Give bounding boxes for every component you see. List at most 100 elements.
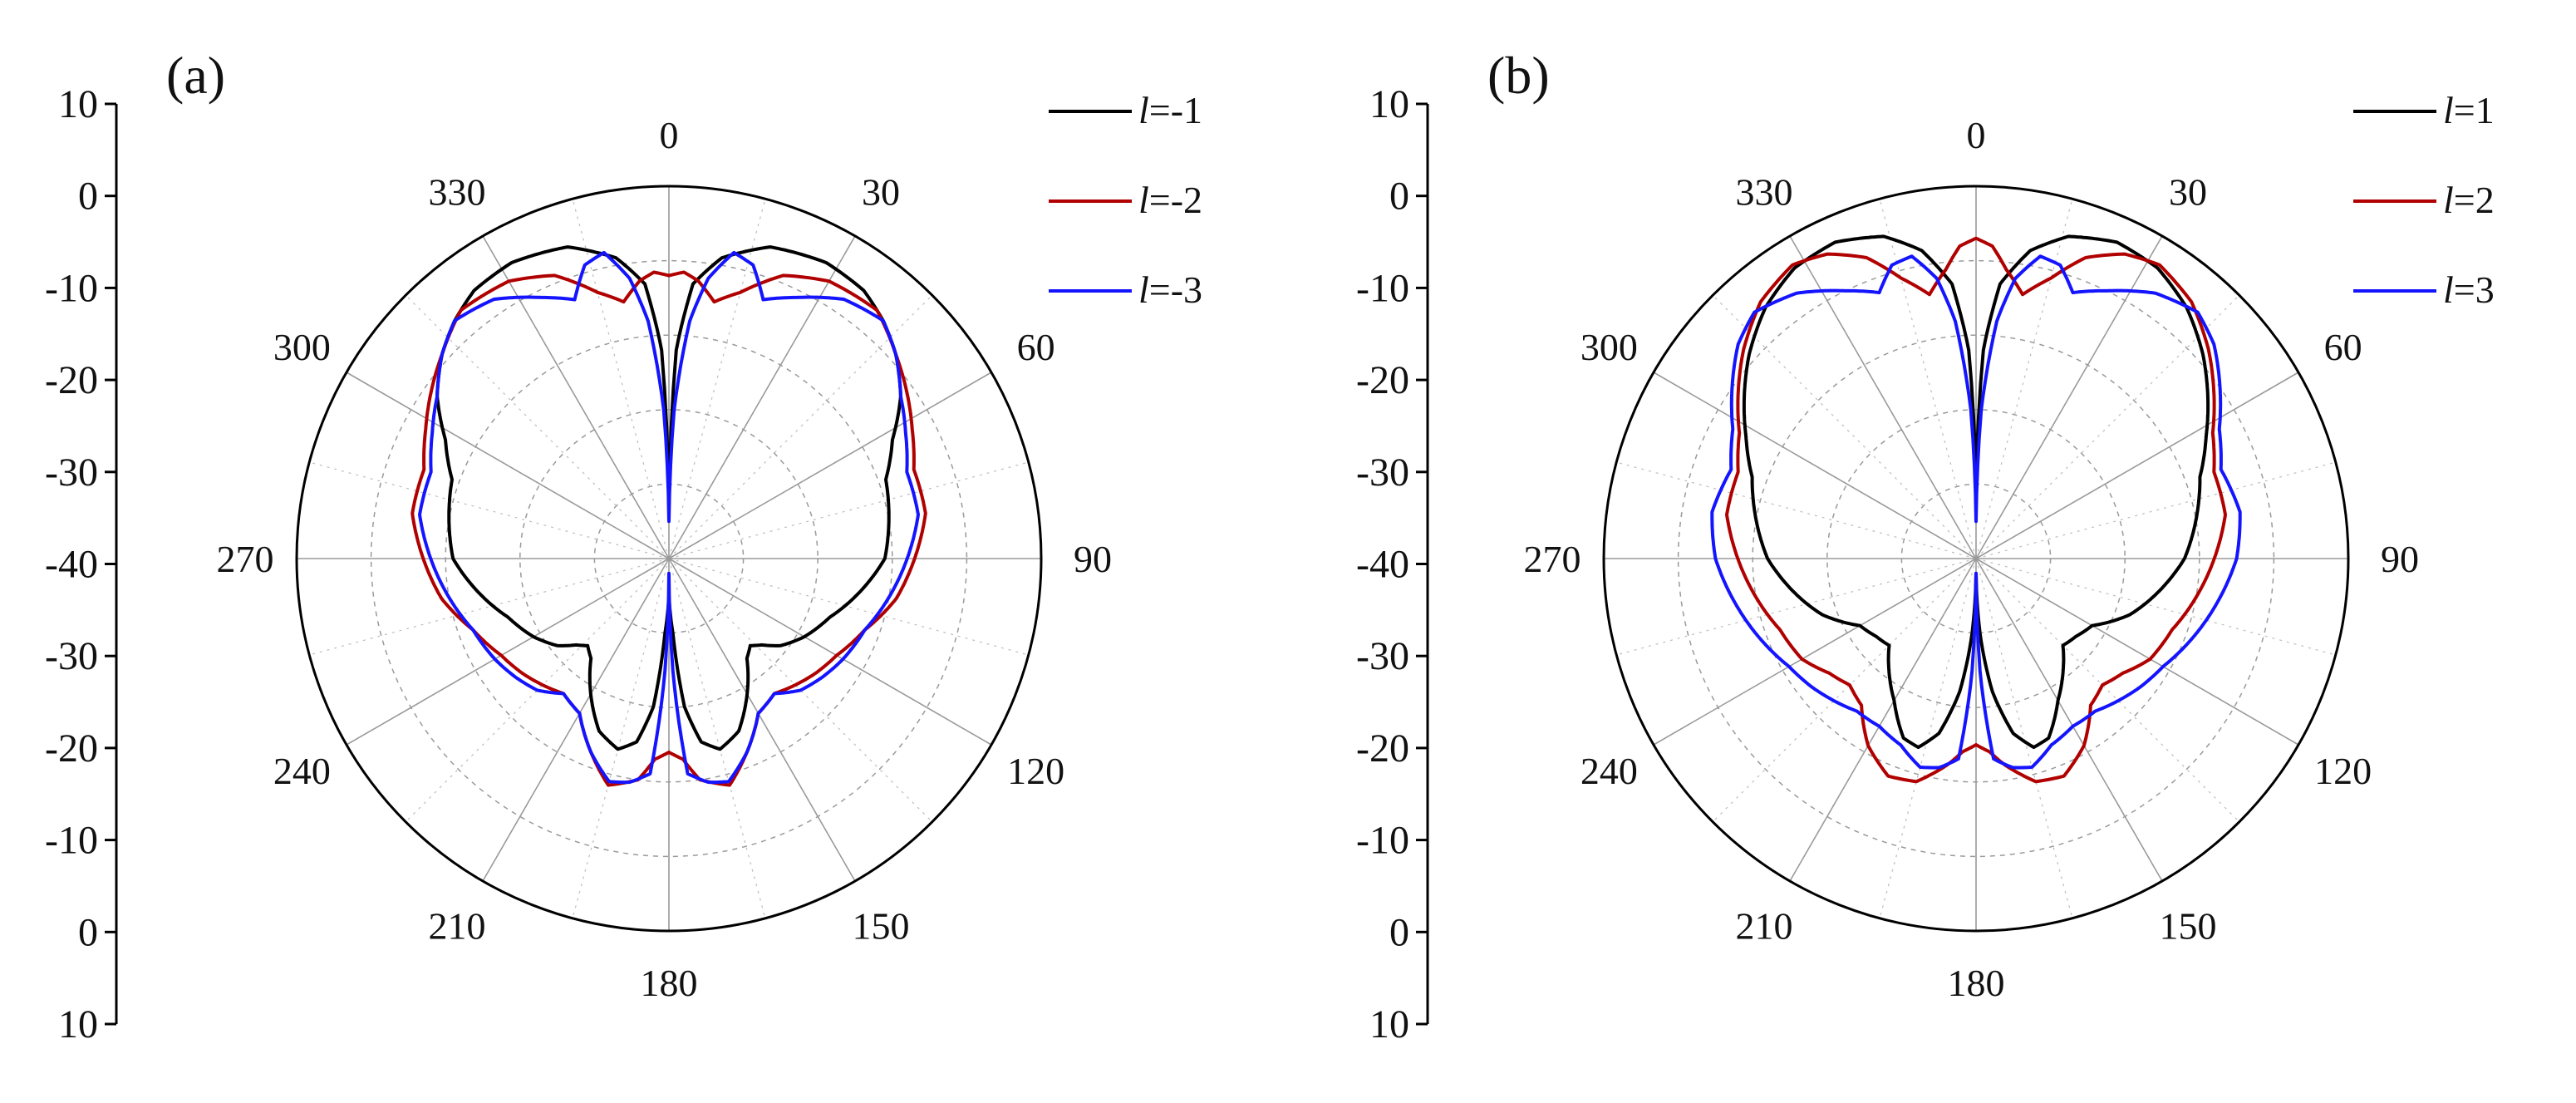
- grid-spoke-minor: [1616, 558, 1977, 656]
- outer-circle: [1602, 185, 2350, 933]
- radial-tick-label: -30: [1356, 451, 1409, 495]
- radial-tick-label: 10: [58, 1002, 98, 1046]
- angle-label: 270: [217, 538, 274, 580]
- angle-label: 300: [273, 326, 331, 368]
- legend-label: l=-1: [1138, 89, 1202, 131]
- grid-spoke: [668, 558, 992, 746]
- panel-label: (a): [166, 46, 225, 105]
- radial-tick-label: -40: [45, 543, 98, 587]
- angle-label: 330: [1736, 170, 1793, 213]
- grid-spoke-minor: [668, 558, 766, 918]
- grid-spoke-minor: [668, 294, 933, 559]
- angle-label: 90: [2381, 538, 2419, 580]
- angle-label: 30: [862, 170, 900, 213]
- angle-label: 180: [641, 962, 698, 1004]
- angle-label: 60: [2324, 326, 2362, 368]
- angle-label: 120: [2314, 750, 2372, 792]
- grid-spoke-minor: [572, 558, 670, 918]
- grid-spoke: [1975, 558, 2163, 882]
- grid-spoke-minor: [1975, 558, 2073, 918]
- grid-spoke-minor: [1975, 294, 2240, 559]
- grid-spoke: [668, 372, 992, 559]
- legend-label: l=1: [2443, 89, 2495, 131]
- radial-tick-label: 10: [58, 82, 98, 126]
- angle-label: 120: [1007, 750, 1064, 792]
- grid-spoke: [1653, 372, 1977, 559]
- series-line-l=3: [1710, 254, 2242, 770]
- grid-spoke-minor: [668, 461, 1029, 559]
- polar-chart-b: 10 0 -10 -20 -30 -40 -30 -20 -10 0 10 0 30 60 90 120 150…: [1356, 46, 2495, 1046]
- grid-spoke: [346, 558, 670, 746]
- polar-chart-a: 10 0 -10 -20 -30 -40 -30 -20 -10 0 10 0 30 60 90 120 150…: [45, 46, 1202, 1046]
- panel-label: (b): [1487, 46, 1550, 105]
- grid-spoke: [1975, 558, 2299, 746]
- grid-spoke: [482, 558, 670, 882]
- angle-label: 300: [1581, 326, 1638, 368]
- radial-tick-label: -10: [1356, 819, 1409, 863]
- radial-tick-label: -30: [45, 451, 98, 495]
- grid-spoke-minor: [405, 558, 670, 823]
- radial-tick-label: 0: [1389, 175, 1409, 219]
- radial-tick-label: -10: [1356, 266, 1409, 310]
- grid-spoke: [1653, 558, 1977, 746]
- angle-label: 30: [2169, 170, 2207, 213]
- angle-label: 0: [660, 114, 679, 156]
- radial-tick-label: 0: [1389, 910, 1409, 954]
- radial-tick-label: -30: [1356, 634, 1409, 678]
- grid-spoke: [668, 235, 856, 559]
- series-line-l=-2: [410, 270, 927, 787]
- grid-spoke: [482, 235, 670, 559]
- radial-tick-label: -10: [45, 819, 98, 863]
- angle-label: 180: [1948, 962, 2005, 1004]
- radial-tick-label: -20: [1356, 726, 1409, 771]
- legend-label: l=-2: [1138, 179, 1202, 221]
- radial-tick-label: -20: [45, 358, 98, 402]
- grid-spoke-minor: [1879, 199, 1977, 559]
- grid-spoke-minor: [1975, 199, 2073, 559]
- grid-spoke-minor: [668, 558, 1029, 656]
- grid-spoke: [1975, 372, 2299, 559]
- grid-spoke-minor: [1975, 461, 2336, 559]
- angle-label: 210: [429, 905, 486, 948]
- angle-label: 0: [1967, 114, 1986, 156]
- grid-spoke-minor: [572, 199, 670, 559]
- series-line-l=-3: [418, 250, 920, 785]
- angle-label: 210: [1736, 905, 1793, 948]
- radial-tick-label: 0: [78, 175, 98, 219]
- angle-label: 150: [2160, 905, 2217, 948]
- outer-circle: [295, 185, 1043, 933]
- grid-spoke: [668, 558, 856, 882]
- grid-spoke-minor: [1975, 558, 2240, 823]
- radial-tick-label: -20: [1356, 358, 1409, 402]
- radial-tick-label: 0: [78, 910, 98, 954]
- grid-spoke-minor: [405, 294, 670, 559]
- radial-tick-label: -10: [45, 266, 98, 310]
- series-line-l=2: [1725, 236, 2227, 784]
- angle-label: 240: [1581, 750, 1638, 792]
- angle-label: 330: [429, 170, 486, 213]
- angle-label: 60: [1017, 326, 1055, 368]
- grid-spoke: [1789, 558, 1977, 882]
- radial-tick-label: 10: [1369, 82, 1409, 126]
- legend-label: l=3: [2443, 268, 2495, 311]
- grid-spoke-minor: [668, 199, 766, 559]
- grid-spoke-minor: [668, 558, 933, 823]
- radial-tick-label: -20: [45, 726, 98, 771]
- grid-spoke-minor: [1712, 558, 1977, 823]
- angle-label: 90: [1074, 538, 1112, 580]
- radial-tick-label: -30: [45, 634, 98, 678]
- angle-label: 150: [853, 905, 910, 948]
- legend-label: l=-3: [1138, 268, 1202, 311]
- angle-label: 270: [1524, 538, 1581, 580]
- grid-spoke-minor: [1975, 558, 2336, 656]
- radial-tick-label: 10: [1369, 1002, 1409, 1046]
- grid-spoke-minor: [309, 461, 670, 559]
- legend-label: l=2: [2443, 179, 2495, 221]
- grid-spoke: [346, 372, 670, 559]
- grid-spoke-minor: [309, 558, 670, 656]
- grid-spoke-minor: [1616, 461, 1977, 559]
- angle-label: 240: [273, 750, 331, 792]
- grid-spoke-minor: [1879, 558, 1977, 918]
- radial-tick-label: -40: [1356, 543, 1409, 587]
